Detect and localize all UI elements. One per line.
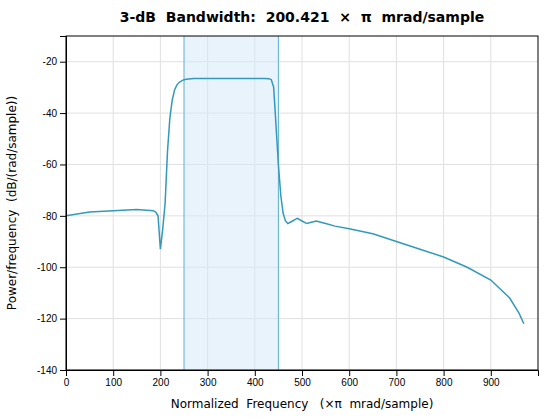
y-axis-tick: -120	[37, 313, 66, 324]
y-axis-title: Power/frequency (dB/(rad/sample))	[5, 96, 19, 310]
x-axis-tick-label: 900	[483, 377, 500, 388]
grid-line-y	[66, 61, 538, 62]
x-axis-tick: 900	[483, 370, 500, 388]
x-axis-tick-mark	[208, 370, 209, 376]
bandwidth-region	[184, 36, 278, 370]
x-axis-tick-label: 400	[247, 377, 264, 388]
plot: 0 100 200 300 400 500 600 700 800 900 -20 -40 -60 -80…	[37, 36, 539, 388]
y-axis-tick-label: -80	[43, 211, 58, 222]
grid-line-y	[66, 215, 538, 216]
x-axis-tick: 700	[389, 370, 406, 388]
x-axis-tick: 500	[294, 370, 311, 388]
x-axis-tick-mark	[255, 370, 256, 376]
grid-line-y	[66, 164, 538, 165]
y-axis-tick-label: -40	[43, 108, 58, 119]
chart: 0 100 200 300 400 500 600 700 800 900 -20 -40 -60 -80…	[0, 0, 560, 420]
grid-line-x	[302, 36, 303, 370]
x-axis-tick-mark	[444, 370, 445, 376]
y-axis-tick-mark	[60, 319, 66, 320]
x-axis-tick-mark	[491, 370, 492, 376]
x-axis-tick-label: 800	[436, 377, 453, 388]
x-axis-tick-label: 0	[64, 377, 70, 388]
x-axis-tick-label: 300	[200, 377, 217, 388]
y-axis-tick: -140	[37, 365, 66, 376]
bandwidth-edge	[278, 36, 279, 370]
grid	[66, 36, 538, 370]
x-axis-tick: 400	[247, 370, 264, 388]
y-axis: -20 -40 -60 -80 -100 -120 -140	[37, 37, 67, 376]
y-axis-tick-mark	[60, 164, 66, 165]
x-axis-title: Normalized Frequency (×π mrad/sample)	[171, 397, 434, 411]
y-axis-tick: -20	[43, 56, 66, 67]
grid-line-x	[490, 36, 491, 370]
x-axis-tick: 100	[105, 370, 122, 388]
x-axis: 0 100 200 300 400 500 600 700 800 900	[64, 370, 539, 388]
y-axis-tick-label: -120	[37, 313, 57, 324]
x-axis-tick-label: 600	[341, 377, 358, 388]
y-axis-tick-mark	[60, 267, 66, 268]
x-axis-tick-mark	[160, 370, 161, 376]
x-axis-tick: 200	[153, 370, 170, 388]
plot-frame	[66, 36, 538, 370]
title: 3-dB Bandwidth: 200.421 × π mrad/sample	[120, 9, 484, 25]
x-axis-tick-label: 500	[294, 377, 311, 388]
grid-line-x	[443, 36, 444, 370]
y-axis-tick-mark	[60, 216, 66, 217]
x-axis-tick: 800	[436, 370, 453, 388]
y-axis-tick: -40	[43, 108, 66, 119]
x-axis-tick-mark	[302, 370, 303, 376]
grid-line-y	[66, 318, 538, 319]
y-axis-tick: -60	[43, 159, 66, 170]
x-axis-tick: 0	[64, 370, 70, 388]
grid-line-x	[349, 36, 350, 370]
grid-line-x	[396, 36, 397, 370]
grid-line-x	[113, 36, 114, 370]
y-axis-tick-label: -140	[37, 365, 57, 376]
x-axis-tick-label: 200	[153, 377, 170, 388]
bandwidth-edge	[184, 36, 185, 370]
grid-line-y	[66, 113, 538, 114]
y-axis-tick: -100	[37, 262, 66, 273]
y-axis-tick-mark	[60, 62, 66, 63]
x-axis-tick-mark	[349, 370, 350, 376]
marks	[66, 36, 524, 370]
psd-line	[66, 78, 524, 323]
x-axis-tick-label: 100	[105, 377, 122, 388]
grid-line-x	[160, 36, 161, 370]
y-axis-tick-mark	[60, 370, 66, 371]
y-axis-tick-label: -100	[37, 262, 57, 273]
y-axis-tick-mark	[60, 113, 66, 114]
y-axis-tick-label: -60	[43, 159, 58, 170]
y-axis-line	[60, 37, 67, 371]
y-axis-tick-label: -20	[43, 56, 58, 67]
x-axis-tick-label: 700	[389, 377, 406, 388]
x-axis-tick-mark	[113, 370, 114, 376]
y-axis-tick: -80	[43, 211, 66, 222]
x-axis-tick: 600	[341, 370, 358, 388]
x-axis-line	[67, 371, 539, 377]
x-axis-tick: 300	[200, 370, 217, 388]
x-axis-tick-mark	[396, 370, 397, 376]
